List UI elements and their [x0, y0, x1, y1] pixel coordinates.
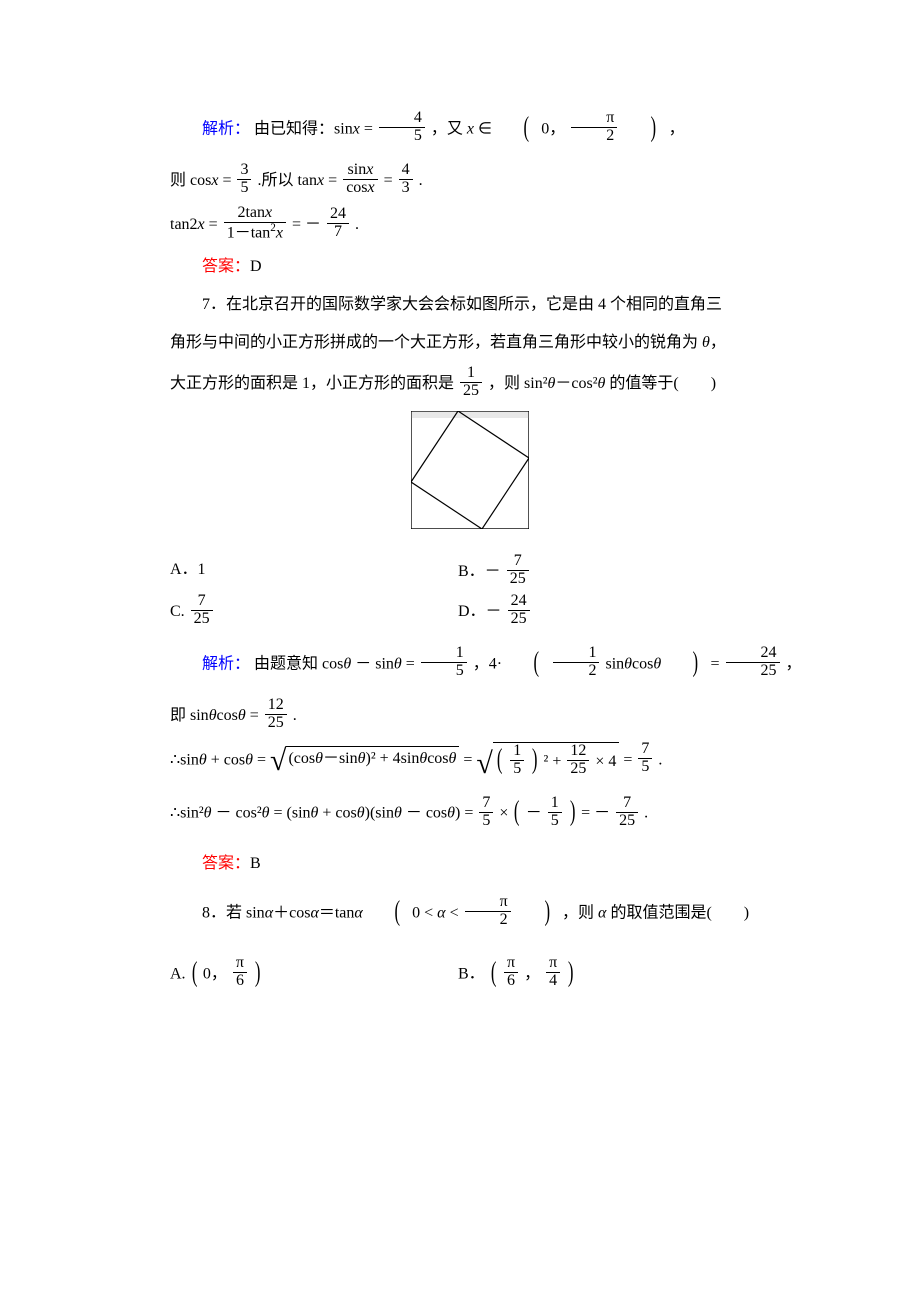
option-c: C. 725 [170, 595, 458, 630]
fraction: 1225 [265, 697, 287, 732]
pinwheel-icon [411, 411, 529, 529]
analysis-label: 解析： [202, 655, 250, 672]
fraction: 43 [399, 162, 413, 197]
answer-label: 答案： [202, 258, 250, 275]
q7-answer: 答案：B [170, 849, 770, 879]
rparen: ) [570, 785, 576, 838]
fraction: 125 [460, 365, 482, 400]
fraction: 75 [479, 795, 493, 830]
q8-options-row1: A. ( 0， π6 ) B． ( π6 ， π4 ) [170, 948, 770, 1001]
q6-line1: 解析： 由已知得：sinx = 45 ，又 x ∈ ( 0， π2 ) ， [170, 103, 770, 156]
option-a: A. ( 0， π6 ) [170, 948, 458, 1001]
q7-options-row1: A．1 B．－ 725 [170, 555, 770, 590]
q7-text2: 角形与中间的小正方形拼成的一个大正方形，若直角三角形中较小的锐角为 θ， [170, 328, 770, 358]
analysis-label: 解析： [202, 120, 250, 137]
q7-figure [170, 411, 770, 540]
fraction: 725 [507, 553, 529, 588]
fraction: 15 [421, 645, 467, 680]
q7-text1: 7．在北京召开的国际数学家大会会标如图所示，它是由 4 个相同的直角三 [170, 290, 770, 320]
q7-options-row2: C. 725 D．－ 2425 [170, 595, 770, 630]
fraction: 45 [379, 110, 425, 145]
q7-sol2: 即 sinθcosθ = 1225 . [170, 699, 770, 734]
lparen: ( [491, 946, 497, 999]
fraction: π2 [465, 894, 511, 929]
fraction: 15 [548, 795, 562, 830]
q6-line3: tan2x = 2tanx1－tan2x = － 247 . [170, 207, 770, 244]
option-a: A．1 [170, 555, 458, 590]
sqrt: √(cosθ－sinθ)² + 4sinθcosθ [270, 746, 459, 776]
answer-label: 答案： [202, 855, 250, 872]
fraction: 75 [638, 741, 652, 776]
fraction: π2 [571, 110, 617, 145]
option-b: B． ( π6 ， π4 ) [458, 948, 770, 1001]
q7-sol1: 解析： 由题意知 cosθ － sinθ = 15 ，4· ( 12 sinθc… [170, 638, 770, 691]
option-b: B．－ 725 [458, 555, 770, 590]
page: 解析： 由已知得：sinx = 45 ，又 x ∈ ( 0， π2 ) ， 则 … [0, 0, 920, 1302]
rparen: ) [673, 636, 698, 689]
lparen: ( [497, 743, 503, 777]
lparen: ( [504, 101, 529, 154]
fraction: 1225 [567, 743, 589, 778]
fraction: π4 [546, 955, 560, 990]
fraction: sinxcosx [343, 162, 377, 197]
fraction: 725 [191, 593, 213, 628]
fraction: π6 [504, 955, 518, 990]
fraction: 15 [510, 743, 524, 778]
fraction: 12 [553, 645, 599, 680]
q7-text3: 大正方形的面积是 1，小正方形的面积是 125 ，则 sin²θ－cos²θ 的… [170, 367, 770, 402]
rparen: ) [568, 946, 574, 999]
fraction: 2425 [508, 593, 530, 628]
q7-sol4: ∴sin²θ － cos²θ = (sinθ + cosθ)(sinθ － co… [170, 787, 770, 840]
q8-text: 8．若 sinα＋cosα＝tanα ( 0 < α < π2 ) ，则 α 的… [170, 887, 770, 940]
fraction: π6 [233, 955, 247, 990]
lparen: ( [375, 885, 400, 938]
q7-sol3: ∴sinθ + cosθ = √(cosθ－sinθ)² + 4sinθcosθ… [170, 742, 770, 780]
lparen: ( [191, 946, 197, 999]
q6-answer: 答案：D [170, 252, 770, 282]
fraction: 2tanx1－tan2x [224, 205, 286, 242]
fraction: 2425 [726, 645, 780, 680]
sqrt: √ ( 15 ) ² + 1225 × 4 [476, 742, 619, 780]
rparen: ) [525, 885, 550, 938]
fraction: 725 [616, 795, 638, 830]
rparen: ) [532, 743, 538, 777]
fraction: 247 [327, 206, 349, 241]
option-d: D．－ 2425 [458, 595, 770, 630]
lparen: ( [514, 785, 520, 838]
lparen: ( [514, 636, 539, 689]
rparen: ) [255, 946, 261, 999]
fraction: 35 [237, 162, 251, 197]
q6-line2: 则 cosx = 35 .所以 tanx = sinxcosx = 43 . [170, 164, 770, 199]
rparen: ) [632, 101, 657, 154]
